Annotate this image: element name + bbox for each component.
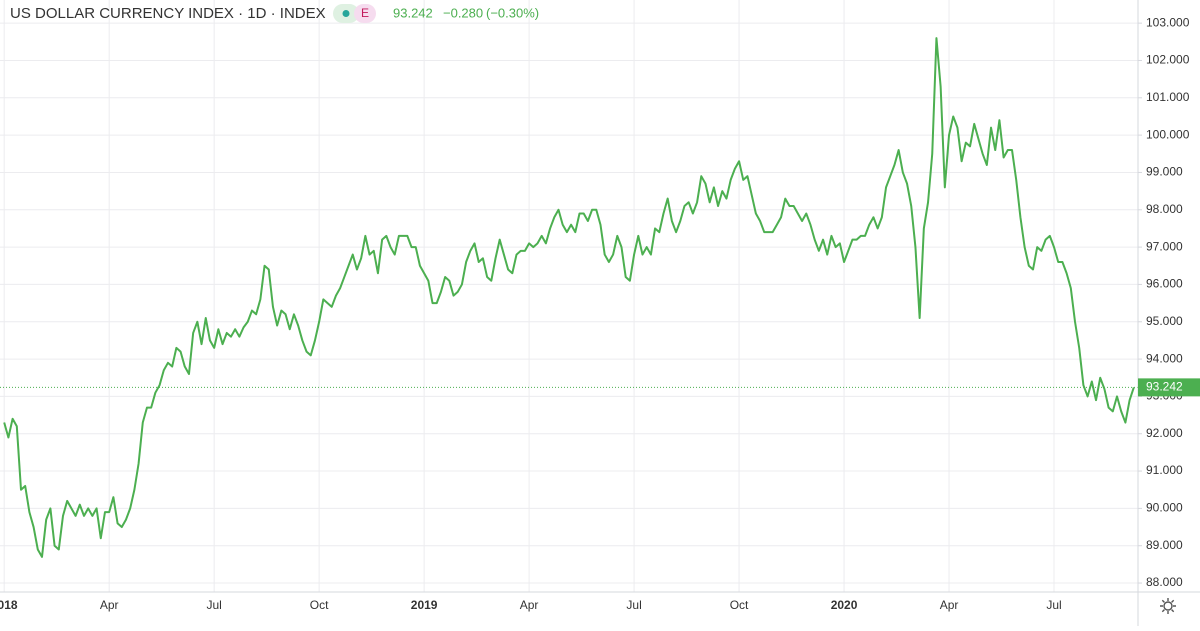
- legend: US DOLLAR CURRENCY INDEX · 1D · INDEX E …: [10, 4, 539, 23]
- y-tick-label: 100.000: [1146, 127, 1190, 141]
- symbol-title: US DOLLAR CURRENCY INDEX · 1D · INDEX: [10, 5, 326, 22]
- y-tick-label: 90.000: [1146, 501, 1183, 515]
- x-tick-label: Apr: [520, 598, 539, 612]
- x-tick-label: Jul: [206, 598, 221, 612]
- y-tick-label: 89.000: [1146, 538, 1183, 552]
- last-price-box: [1138, 378, 1200, 397]
- y-tick-label: 92.000: [1146, 426, 1183, 440]
- grid: [0, 0, 1138, 592]
- x-tick-label: Jul: [1046, 598, 1061, 612]
- last-price-label: 93.242: [1146, 380, 1183, 394]
- last-price: 93.242: [393, 5, 433, 20]
- gear-hub: [1163, 601, 1173, 611]
- plot-area: [0, 37, 1138, 558]
- y-tick-label: 98.000: [1146, 202, 1183, 216]
- x-tick-label: Oct: [310, 598, 329, 612]
- y-tick-label: 103.000: [1146, 15, 1190, 29]
- y-tick-label: 102.000: [1146, 53, 1190, 67]
- price-change: −0.280: [443, 5, 483, 20]
- badge[interactable]: E: [361, 6, 369, 20]
- y-tick-label: 101.000: [1146, 90, 1190, 104]
- badge-pill: [354, 4, 376, 23]
- y-tick-label: 96.000: [1146, 277, 1183, 291]
- y-tick-label: 91.000: [1146, 463, 1183, 477]
- y-tick-label: 95.000: [1146, 314, 1183, 328]
- market-status-dot[interactable]: [342, 10, 350, 17]
- x-tick-label: Apr: [940, 598, 959, 612]
- price-line: [3, 37, 1135, 558]
- x-tick-label: 2019: [411, 598, 438, 612]
- price-change-pct: (−0.30%): [486, 5, 539, 20]
- x-tick-label: Oct: [730, 598, 749, 612]
- price-scale: [1138, 0, 1200, 626]
- gear-teeth: [1160, 598, 1176, 614]
- y-tick-label: 99.000: [1146, 165, 1183, 179]
- y-tick-label: 97.000: [1146, 239, 1183, 253]
- y-tick-label: 88.000: [1146, 575, 1183, 589]
- x-tick-label: Jul: [626, 598, 641, 612]
- x-tick-label: 2020: [831, 598, 858, 612]
- settings-icon[interactable]: [1160, 598, 1176, 614]
- y-tick-label: 94.000: [1146, 351, 1183, 365]
- time-scale: [0, 592, 1200, 626]
- axes: 88.00089.00090.00091.00092.00093.00094.0…: [0, 15, 1200, 612]
- x-tick-label: 2018: [0, 598, 18, 612]
- x-tick-label: Apr: [100, 598, 119, 612]
